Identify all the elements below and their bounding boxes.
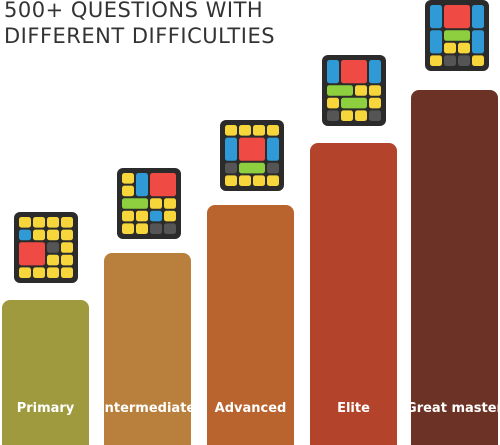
icon-tile	[150, 173, 176, 197]
icon-tile	[369, 110, 381, 121]
icon-tile	[61, 254, 73, 266]
icon-tile	[19, 229, 31, 241]
icon-tile	[267, 125, 279, 136]
icon-tile	[19, 242, 45, 266]
icon-tile	[225, 175, 237, 186]
icon-tile	[122, 173, 134, 184]
icon-tile	[33, 229, 45, 241]
icon-tile	[267, 137, 279, 161]
icon-tile	[61, 217, 73, 228]
icon-tile	[341, 97, 367, 109]
icon-tile	[253, 175, 265, 186]
icon-tile	[458, 55, 470, 66]
icon-tile	[267, 162, 279, 174]
level-bar	[310, 143, 397, 445]
puzzle-icon	[220, 120, 284, 191]
icon-tile	[369, 97, 381, 109]
icon-tile	[225, 137, 237, 161]
icon-tile	[327, 110, 339, 121]
icon-tile	[150, 210, 162, 222]
icon-tile	[355, 85, 367, 96]
icons	[14, 0, 489, 283]
icon-tile	[136, 223, 148, 234]
icon-tile	[47, 267, 59, 278]
icon-tile	[47, 229, 59, 241]
icon-tile	[122, 185, 134, 197]
icon-tile	[47, 217, 59, 228]
icon-tile	[472, 55, 484, 66]
icon-tile	[136, 210, 148, 222]
icon-tile	[472, 5, 484, 29]
icon-tile	[239, 137, 265, 161]
icon-tile	[444, 5, 470, 29]
level-label: Intermediate	[100, 401, 196, 416]
icon-tile	[164, 198, 176, 209]
level-label: Advanced	[215, 401, 287, 416]
icon-tile	[136, 173, 148, 197]
icon-tile	[355, 110, 367, 121]
puzzle-icon	[425, 0, 489, 71]
puzzle-icon	[14, 212, 78, 283]
icon-tile	[430, 5, 442, 29]
icon-tile	[444, 55, 456, 66]
icon-tile	[122, 210, 134, 222]
title-line: DIFFERENT DIFFICULTIES	[4, 24, 275, 48]
icon-tile	[327, 60, 339, 84]
level-label: Primary	[17, 401, 75, 416]
icon-tile	[225, 162, 237, 174]
icon-tile	[239, 125, 251, 136]
icon-tile	[267, 175, 279, 186]
icon-tile	[430, 55, 442, 66]
level-bar	[2, 300, 89, 445]
puzzle-icon	[322, 55, 386, 126]
icon-tile	[47, 242, 59, 253]
icon-tile	[327, 97, 339, 109]
icon-tile	[369, 85, 381, 96]
icon-tile	[341, 110, 353, 121]
icon-tile	[33, 267, 45, 278]
icon-tile	[253, 125, 265, 136]
level-label: Elite	[337, 401, 370, 416]
level-label: Great master	[406, 401, 500, 416]
icon-tile	[369, 60, 381, 84]
icon-tile	[239, 162, 265, 174]
level-bar	[411, 90, 498, 445]
icon-tile	[164, 210, 176, 222]
icon-tile	[164, 223, 176, 234]
icon-tile	[239, 175, 251, 186]
icon-tile	[150, 223, 162, 234]
icon-tile	[444, 30, 470, 41]
icon-tile	[61, 267, 73, 278]
icon-tile	[444, 42, 456, 54]
level-bar	[207, 205, 294, 445]
icon-tile	[458, 42, 470, 54]
icon-tile	[47, 254, 59, 266]
icon-tile	[430, 30, 442, 54]
icon-tile	[19, 267, 31, 278]
icon-tile	[33, 217, 45, 228]
icon-tile	[122, 198, 148, 209]
icon-tile	[327, 85, 353, 96]
icon-tile	[19, 217, 31, 228]
icon-tile	[225, 125, 237, 136]
icon-tile	[61, 242, 73, 253]
level-bar	[104, 253, 191, 445]
bars: Primary Intermediate Advanced Elite Great ma…	[2, 90, 500, 445]
icon-tile	[61, 229, 73, 241]
icon-tile	[122, 223, 134, 234]
icon-tile	[472, 30, 484, 54]
title-line: 500+ QUESTIONS WITH	[4, 0, 263, 22]
icon-tile	[150, 198, 162, 209]
icon-tile	[341, 60, 367, 84]
puzzle-icon	[117, 168, 181, 239]
